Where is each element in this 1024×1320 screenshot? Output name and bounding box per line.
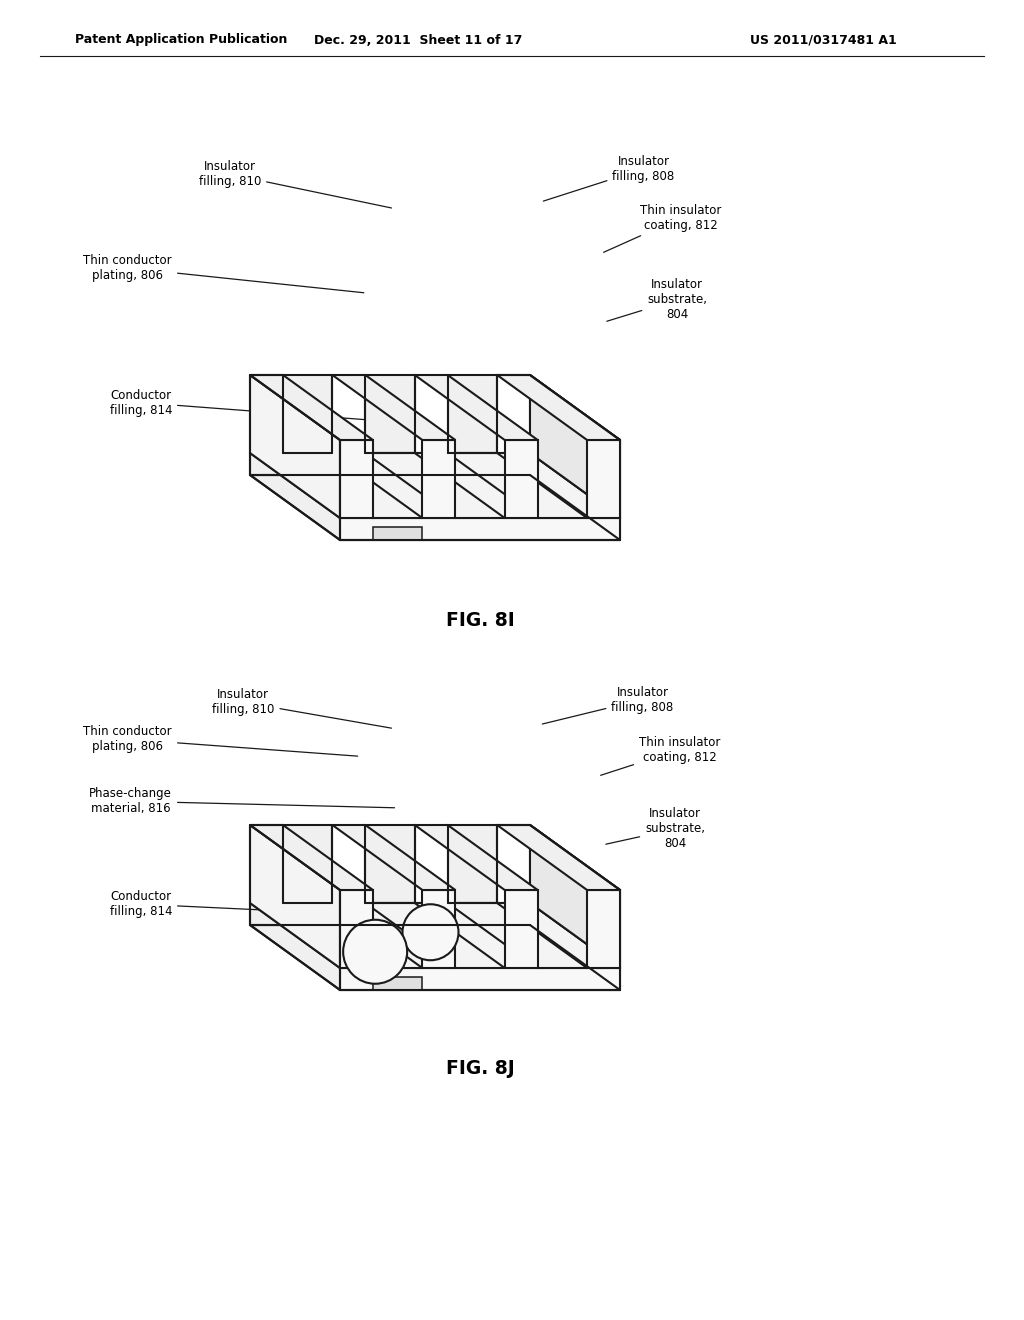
Polygon shape bbox=[340, 517, 620, 540]
Text: Insulator
filling, 808: Insulator filling, 808 bbox=[543, 685, 674, 725]
Polygon shape bbox=[250, 925, 620, 990]
Polygon shape bbox=[530, 375, 620, 517]
Polygon shape bbox=[333, 375, 456, 440]
Polygon shape bbox=[250, 475, 620, 540]
Polygon shape bbox=[250, 453, 530, 475]
Text: Conductor
filling, 814: Conductor filling, 814 bbox=[110, 388, 364, 420]
Polygon shape bbox=[447, 825, 497, 903]
Polygon shape bbox=[447, 375, 497, 453]
Text: Conductor
filling, 814: Conductor filling, 814 bbox=[110, 890, 361, 919]
Text: Thin insulator
coating, 812: Thin insulator coating, 812 bbox=[601, 735, 720, 775]
Polygon shape bbox=[415, 375, 538, 440]
Polygon shape bbox=[373, 527, 422, 540]
Polygon shape bbox=[340, 968, 620, 990]
Text: Thin conductor
plating, 806: Thin conductor plating, 806 bbox=[83, 253, 364, 293]
Polygon shape bbox=[366, 375, 415, 453]
Polygon shape bbox=[250, 903, 620, 968]
Text: Insulator
substrate,
804: Insulator substrate, 804 bbox=[607, 279, 708, 321]
Polygon shape bbox=[250, 825, 373, 890]
Polygon shape bbox=[422, 890, 456, 968]
Text: Thin conductor
plating, 806: Thin conductor plating, 806 bbox=[83, 725, 357, 756]
Polygon shape bbox=[530, 453, 620, 540]
Polygon shape bbox=[530, 375, 620, 517]
Text: Patent Application Publication: Patent Application Publication bbox=[75, 33, 288, 46]
Text: US 2011/0317481 A1: US 2011/0317481 A1 bbox=[750, 33, 897, 46]
Text: Insulator
filling, 810: Insulator filling, 810 bbox=[199, 160, 391, 209]
Polygon shape bbox=[366, 453, 505, 517]
Polygon shape bbox=[497, 375, 620, 440]
Polygon shape bbox=[415, 825, 538, 890]
Circle shape bbox=[343, 920, 408, 983]
Polygon shape bbox=[530, 903, 620, 990]
Text: Insulator
filling, 810: Insulator filling, 810 bbox=[212, 688, 391, 729]
Polygon shape bbox=[250, 903, 530, 925]
Polygon shape bbox=[250, 825, 340, 968]
Polygon shape bbox=[447, 903, 587, 968]
Polygon shape bbox=[340, 440, 373, 517]
Polygon shape bbox=[497, 825, 620, 890]
Polygon shape bbox=[530, 825, 620, 968]
Polygon shape bbox=[250, 453, 620, 517]
Text: Insulator
substrate,
804: Insulator substrate, 804 bbox=[606, 808, 706, 850]
Text: FIG. 8J: FIG. 8J bbox=[445, 1059, 514, 1077]
Polygon shape bbox=[250, 375, 340, 517]
Polygon shape bbox=[373, 977, 422, 990]
Polygon shape bbox=[366, 825, 415, 903]
Text: Dec. 29, 2011  Sheet 11 of 17: Dec. 29, 2011 Sheet 11 of 17 bbox=[313, 33, 522, 46]
Polygon shape bbox=[505, 440, 538, 517]
Polygon shape bbox=[283, 825, 333, 903]
Polygon shape bbox=[283, 453, 422, 517]
Text: Thin insulator
coating, 812: Thin insulator coating, 812 bbox=[603, 203, 721, 252]
Circle shape bbox=[402, 904, 459, 960]
Text: Insulator
filling, 808: Insulator filling, 808 bbox=[544, 154, 675, 201]
Polygon shape bbox=[530, 825, 620, 968]
Polygon shape bbox=[587, 440, 620, 517]
Polygon shape bbox=[250, 375, 373, 440]
Polygon shape bbox=[587, 890, 620, 968]
Polygon shape bbox=[447, 453, 587, 517]
Polygon shape bbox=[333, 825, 456, 890]
Polygon shape bbox=[422, 440, 456, 517]
Polygon shape bbox=[366, 903, 505, 968]
Polygon shape bbox=[340, 890, 373, 968]
Text: Phase-change
material, 816: Phase-change material, 816 bbox=[89, 787, 394, 816]
Polygon shape bbox=[505, 890, 538, 968]
Polygon shape bbox=[283, 375, 333, 453]
Polygon shape bbox=[283, 903, 422, 968]
Text: FIG. 8I: FIG. 8I bbox=[445, 610, 514, 630]
